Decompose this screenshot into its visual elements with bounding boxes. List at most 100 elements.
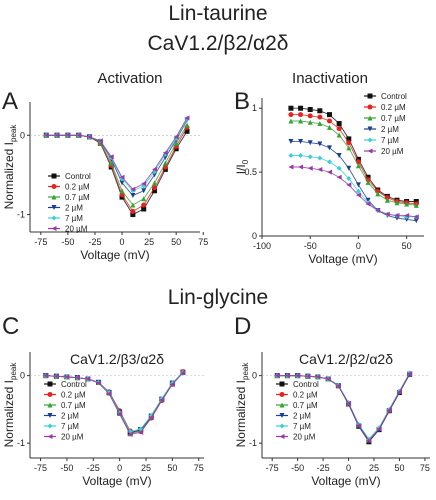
legend-label: Control: [61, 380, 87, 389]
data-point: [327, 112, 332, 118]
data-point: [173, 140, 179, 146]
data-point: [307, 119, 313, 125]
legend-marker: [367, 115, 373, 121]
data-point: [365, 179, 371, 185]
legend-label: Control: [293, 380, 319, 389]
panel-letter-c: C: [2, 313, 20, 340]
data-point: [386, 407, 392, 413]
x-tick-label: 75: [420, 463, 430, 473]
activation-heading: Activation: [97, 70, 163, 87]
data-point: [307, 113, 313, 119]
data-point: [336, 165, 342, 171]
x-tick-label: 50: [394, 463, 404, 473]
legend-marker: [47, 423, 53, 429]
legend-marker: [279, 434, 285, 439]
legend-marker: [367, 93, 373, 99]
x-tick-label: 25: [369, 463, 379, 473]
data-point: [152, 166, 158, 172]
x-tick-label: -50: [304, 241, 317, 251]
data-point: [130, 193, 136, 199]
data-point: [169, 381, 175, 387]
data-point: [346, 145, 352, 151]
y-axis-title: Normalized Ipeak: [234, 362, 250, 448]
data-point: [384, 211, 390, 217]
x-tick-label: -50: [291, 463, 304, 473]
data-point: [130, 208, 136, 214]
data-point: [375, 191, 381, 197]
y-tick-label: 0: [20, 371, 25, 381]
x-tick-label: 0: [346, 463, 351, 473]
x-tick-label: -100: [253, 241, 271, 251]
data-point: [298, 153, 304, 158]
data-point: [298, 118, 304, 124]
legend-label: 0.2 µM: [65, 183, 90, 192]
data-point: [346, 176, 352, 181]
x-tick-label: 25: [141, 463, 151, 473]
data-point: [346, 182, 352, 188]
data-point: [346, 140, 352, 146]
data-point: [97, 138, 103, 144]
data-point: [404, 201, 410, 207]
data-point: [375, 207, 381, 213]
data-point: [315, 374, 321, 380]
data-point: [117, 411, 123, 417]
x-axis-title: Voltage (mV): [311, 474, 380, 488]
data-point: [141, 196, 147, 202]
data-point: [288, 153, 294, 158]
legend-label: 2 µM: [381, 125, 399, 134]
data-point: [355, 156, 361, 162]
data-point: [317, 121, 323, 127]
y-axis-title: Normalized Ipeak: [2, 362, 18, 448]
data-point: [119, 180, 125, 186]
data-point: [96, 380, 102, 386]
data-point: [141, 181, 147, 187]
data-point: [295, 373, 301, 379]
data-point: [162, 150, 168, 156]
data-point: [141, 188, 147, 194]
data-point: [173, 134, 179, 140]
panel-letter-d: D: [234, 313, 252, 340]
data-point: [152, 185, 158, 191]
data-point: [130, 186, 136, 192]
series-line: [290, 155, 417, 218]
legend-marker: [279, 381, 285, 387]
data-point: [119, 188, 125, 194]
x-tick-label: -50: [61, 237, 74, 247]
data-point: [119, 174, 125, 180]
data-point: [384, 197, 390, 203]
data-point: [336, 121, 342, 127]
legend-marker: [51, 194, 57, 200]
data-point: [336, 132, 342, 138]
data-point: [365, 201, 371, 207]
legend-marker: [279, 413, 285, 418]
legend-label: 0.7 µM: [65, 193, 90, 202]
legend-marker: [279, 392, 285, 397]
data-point: [355, 188, 361, 194]
legend-label: 2 µM: [65, 204, 83, 213]
data-point: [288, 164, 294, 170]
data-point: [288, 105, 294, 111]
section-title-glycine: Lin-glycine: [167, 286, 269, 309]
data-point: [356, 423, 362, 429]
data-point: [327, 124, 332, 130]
data-point: [130, 202, 136, 208]
x-tick-label: 0: [117, 463, 122, 473]
figure-subtitle: CaV1.2/β2/α2δ: [147, 32, 289, 55]
x-tick-label: 0: [120, 237, 125, 247]
data-point: [184, 128, 190, 134]
data-point: [141, 202, 147, 208]
chart-title: CaV1.2/β2/α2δ: [299, 351, 393, 367]
x-tick-label: -75: [34, 237, 47, 247]
legend-label: 0.7 µM: [381, 114, 406, 123]
data-point: [305, 373, 311, 379]
chart-c: -75 -50 -25 0 25 50 75 0 -1 Voltage (mV) Normalize…: [2, 351, 204, 488]
data-point: [413, 214, 419, 220]
panel-letter-b: B: [234, 88, 251, 115]
y-tick-label: 0: [252, 231, 257, 241]
legend-marker: [367, 148, 373, 154]
data-point: [43, 132, 49, 138]
legend-label: 20 µM: [65, 225, 88, 234]
legend-marker: [47, 434, 53, 439]
data-point: [87, 134, 93, 140]
